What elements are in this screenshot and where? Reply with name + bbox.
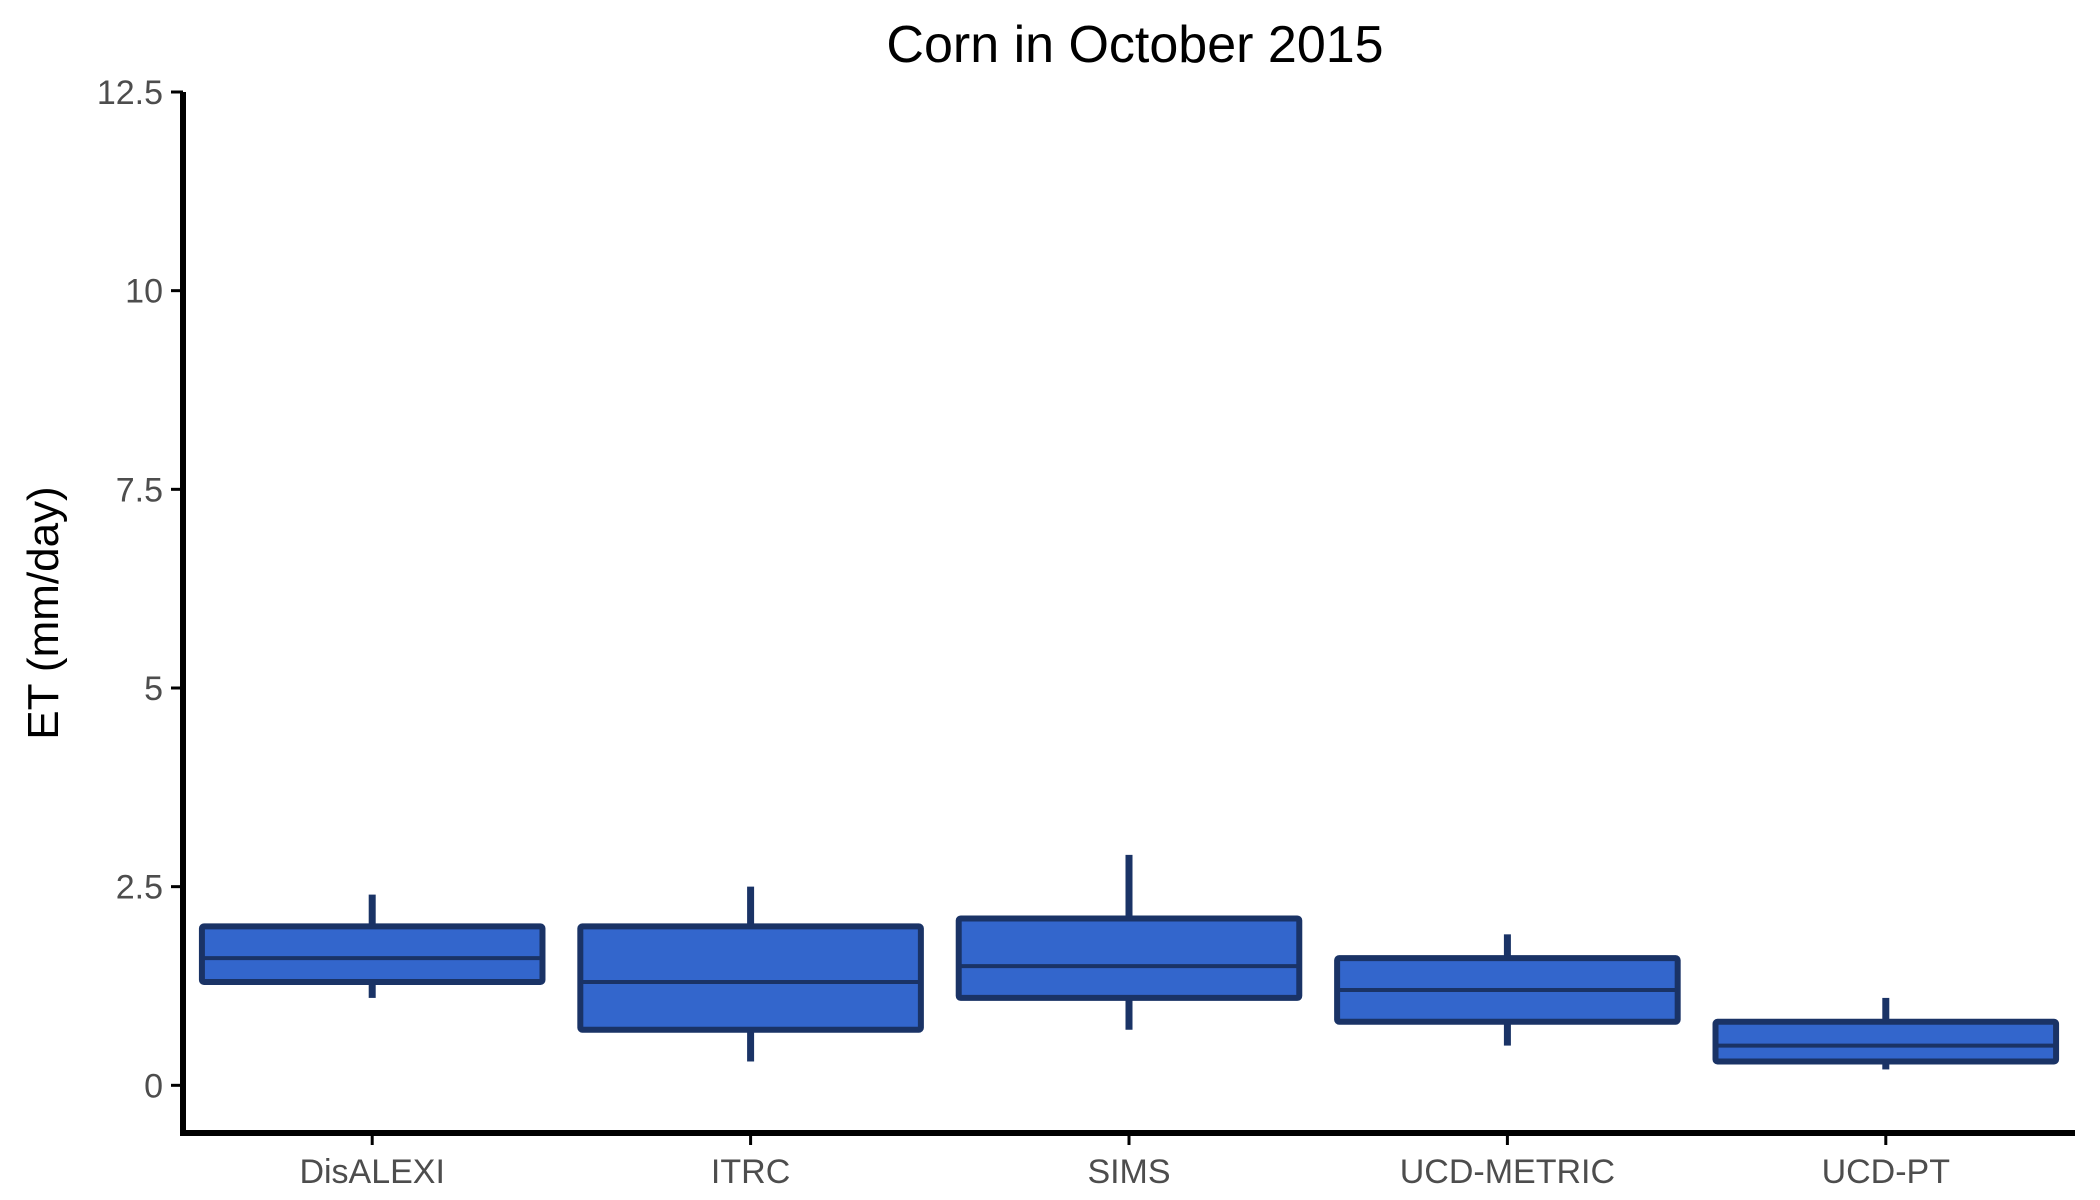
box-ucd-metric — [1334, 934, 1681, 1046]
box-iqr — [1712, 1018, 2060, 1065]
x-tick-label: ITRC — [711, 1153, 790, 1191]
box-sims — [955, 854, 1303, 1030]
y-tick-label: 7.5 — [116, 471, 163, 509]
y-axis-title: ET (mm/day) — [19, 486, 68, 739]
box-itrc — [577, 886, 924, 1062]
y-tick-label: 2.5 — [116, 869, 163, 907]
box-iqr — [198, 923, 546, 986]
y-tick-label: 5 — [144, 670, 163, 708]
x-tick-label: UCD-METRIC — [1400, 1153, 1615, 1191]
y-tick-label: 10 — [125, 273, 163, 311]
x-tick-label: UCD-PT — [1822, 1153, 1950, 1191]
x-tick-label: SIMS — [1087, 1153, 1170, 1191]
box-ucd-pt — [1712, 997, 2060, 1070]
y-tick-label: 12.5 — [97, 74, 163, 112]
y-axis: 0 2.5 5 7.5 10 12.5 — [97, 74, 186, 1136]
x-tick-label: DisALEXI — [299, 1153, 445, 1191]
box-disalexi — [198, 894, 546, 998]
y-tick-label: 0 — [144, 1067, 163, 1105]
box-plots — [198, 854, 2060, 1070]
x-axis: DisALEXI ITRC SIMS UCD-METRIC UCD-PT — [180, 1130, 2075, 1191]
chart-title: Corn in October 2015 — [886, 16, 1383, 74]
box-iqr — [577, 923, 924, 1033]
box-iqr — [955, 915, 1303, 1001]
